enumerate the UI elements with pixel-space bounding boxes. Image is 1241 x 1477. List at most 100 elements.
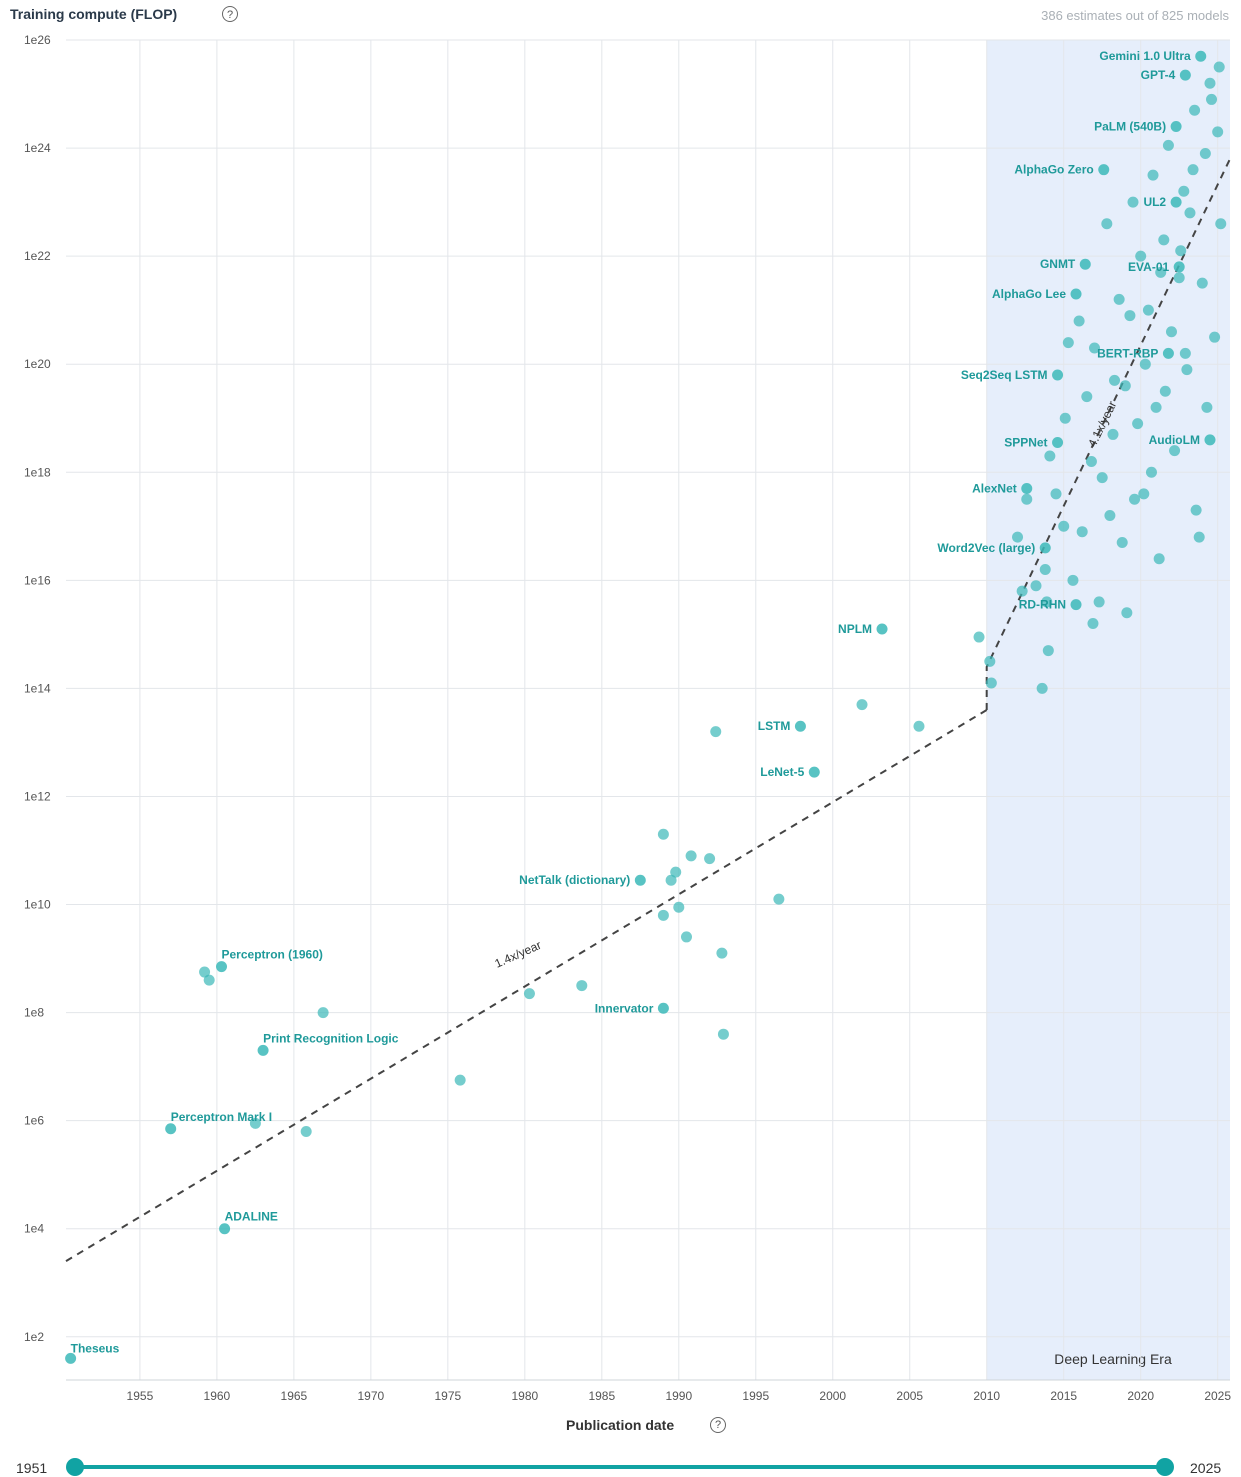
point-label: GPT-4	[1141, 68, 1176, 82]
data-point	[1147, 169, 1159, 181]
data-point	[1179, 347, 1191, 359]
y-tick-label: 1e16	[24, 573, 51, 587]
data-point	[1085, 455, 1097, 467]
data-point	[1204, 434, 1216, 446]
point-label: RD-RHN	[1019, 598, 1066, 612]
data-point	[1173, 261, 1185, 273]
point-label: AlphaGo Lee	[992, 287, 1066, 301]
data-point	[634, 874, 646, 886]
deep-learning-era-region	[986, 40, 1230, 1380]
data-point	[1059, 412, 1071, 424]
data-point	[1209, 331, 1221, 343]
data-point	[1070, 288, 1082, 300]
data-point	[973, 631, 985, 643]
slider-handle-end[interactable]	[1156, 1458, 1174, 1476]
data-point	[984, 655, 996, 667]
point-label: ADALINE	[225, 1210, 278, 1224]
date-range-slider-track[interactable]	[75, 1465, 1165, 1469]
data-point	[856, 699, 868, 711]
data-point	[704, 853, 716, 865]
question-circle-icon[interactable]: ?	[222, 6, 238, 22]
data-point	[1170, 196, 1182, 208]
data-point	[1212, 126, 1224, 138]
data-point	[1039, 564, 1051, 576]
data-point	[1195, 50, 1207, 62]
data-point	[1076, 526, 1088, 538]
data-point	[165, 1123, 177, 1135]
data-point	[216, 961, 228, 973]
data-point	[219, 1223, 231, 1235]
point-label: Perceptron (1960)	[222, 948, 323, 962]
data-point	[1104, 509, 1116, 521]
point-label: GNMT	[1040, 257, 1076, 271]
point-label: Perceptron Mark I	[171, 1110, 272, 1124]
data-point	[1155, 266, 1167, 278]
y-tick-label: 1e20	[24, 357, 51, 371]
y-tick-label: 1e24	[24, 141, 51, 155]
point-label: NetTalk (dictionary)	[519, 873, 630, 887]
data-point	[1159, 385, 1171, 397]
data-point	[1162, 347, 1174, 359]
x-tick-label: 2000	[819, 1389, 846, 1403]
data-point	[1030, 580, 1042, 592]
x-tick-label: 1990	[665, 1389, 692, 1403]
data-point	[1036, 682, 1048, 694]
data-point	[1070, 599, 1082, 611]
data-point	[1169, 445, 1181, 457]
point-label: AlexNet	[972, 481, 1017, 495]
y-tick-label: 1e4	[24, 1222, 44, 1236]
data-point	[1189, 104, 1201, 116]
x-tick-label: 1955	[127, 1389, 154, 1403]
point-label: NPLM	[838, 622, 872, 636]
data-point	[1021, 482, 1033, 494]
data-point	[794, 720, 806, 732]
data-point	[1052, 369, 1064, 381]
data-point	[1215, 218, 1227, 230]
data-point	[808, 766, 820, 778]
data-point	[1021, 493, 1033, 505]
data-point	[985, 677, 997, 689]
data-point	[1145, 466, 1157, 478]
data-point	[1098, 164, 1110, 176]
data-point	[1042, 645, 1054, 657]
data-point	[1096, 472, 1108, 484]
data-point	[913, 720, 925, 732]
data-point	[1113, 293, 1125, 305]
data-point	[1196, 277, 1208, 289]
data-point	[1093, 596, 1105, 608]
data-point	[1062, 337, 1074, 349]
data-point	[1058, 520, 1070, 532]
x-tick-label: 1965	[281, 1389, 308, 1403]
y-tick-label: 1e18	[24, 465, 51, 479]
data-point	[1204, 77, 1216, 89]
data-point	[249, 1117, 261, 1129]
point-label: LSTM	[758, 719, 791, 733]
data-point	[199, 966, 211, 978]
data-point	[1179, 69, 1191, 81]
x-tick-label: 1960	[204, 1389, 231, 1403]
estimates-count: 386 estimates out of 825 models	[1041, 8, 1229, 23]
data-point	[773, 893, 785, 905]
data-point	[1121, 607, 1133, 619]
data-point	[1187, 164, 1199, 176]
x-tick-label: 2015	[1050, 1389, 1077, 1403]
data-point	[1213, 61, 1225, 73]
data-point	[257, 1044, 269, 1056]
point-label: SPPNet	[1004, 436, 1047, 450]
x-tick-label: 1985	[588, 1389, 615, 1403]
data-point	[657, 1002, 669, 1014]
slider-handle-start[interactable]	[66, 1458, 84, 1476]
point-label: Gemini 1.0 Ultra	[1099, 49, 1191, 63]
y-tick-label: 1e12	[24, 789, 51, 803]
x-tick-label: 2025	[1204, 1389, 1231, 1403]
x-axis-help-icon[interactable]: ?	[710, 1417, 726, 1433]
data-point	[1178, 185, 1190, 197]
data-point	[1199, 147, 1211, 159]
data-point	[1050, 488, 1062, 500]
x-axis-label: Publication date	[566, 1417, 675, 1433]
data-point	[1142, 304, 1154, 316]
data-point	[1190, 504, 1202, 516]
data-point	[1116, 537, 1128, 548]
data-point	[1165, 326, 1177, 338]
data-point	[1119, 380, 1131, 392]
